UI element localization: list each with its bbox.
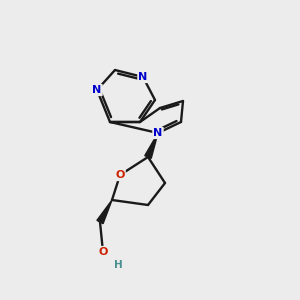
Text: N: N xyxy=(138,72,148,82)
Polygon shape xyxy=(145,133,158,158)
Text: H: H xyxy=(114,260,122,270)
Text: N: N xyxy=(153,128,163,138)
Text: O: O xyxy=(98,247,108,257)
Text: N: N xyxy=(92,85,102,95)
Text: O: O xyxy=(115,170,125,180)
Polygon shape xyxy=(97,200,112,224)
